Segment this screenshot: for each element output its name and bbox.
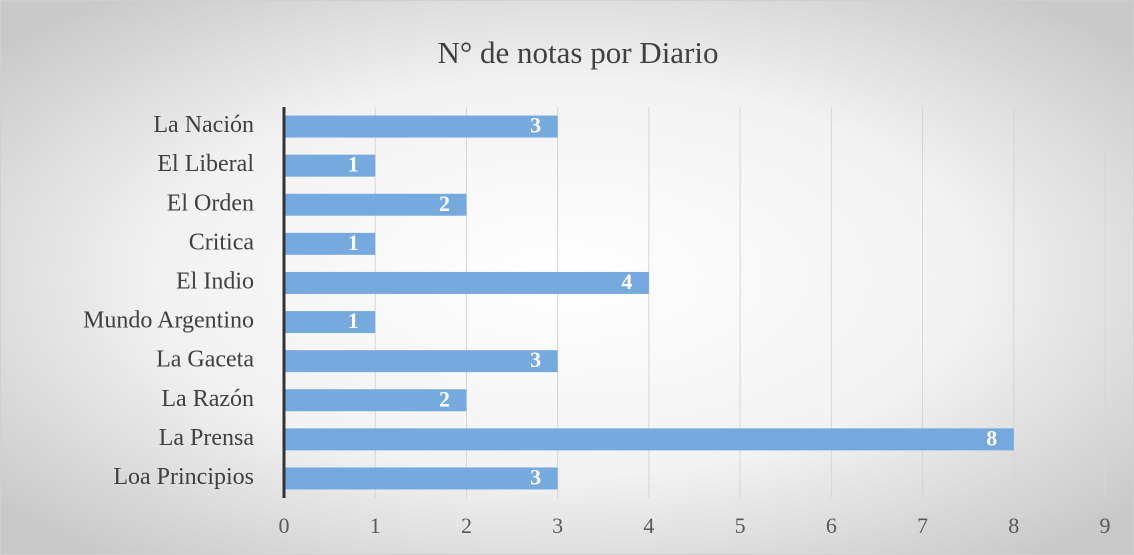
data-label: 1 [348, 152, 359, 177]
y-tick-label: El Orden [167, 190, 254, 216]
y-tick-label: El Liberal [157, 151, 254, 177]
bar [284, 154, 376, 177]
data-label: 1 [348, 308, 359, 333]
bar [284, 115, 558, 138]
y-tick-label: La Gaceta [156, 347, 254, 373]
bar [284, 389, 467, 412]
y-tick-label: El Indio [176, 268, 254, 294]
bar [284, 232, 376, 255]
x-tick-label: 2 [461, 513, 472, 538]
x-tick-label: 4 [643, 513, 654, 538]
data-label: 3 [530, 347, 541, 372]
y-tick-label: La Razón [161, 386, 254, 412]
y-tick-label: La Prensa [159, 425, 255, 451]
bar [284, 467, 558, 490]
y-tick-label: Mundo Argentino [83, 308, 254, 334]
y-tick-label: La Nación [153, 112, 254, 138]
y-tick-label: Loa Principios [113, 464, 254, 490]
bar [284, 350, 558, 373]
x-tick-label: 1 [370, 513, 381, 538]
data-label: 2 [439, 191, 450, 216]
bar [284, 311, 376, 334]
bar [284, 271, 649, 294]
x-tick-label: 9 [1100, 513, 1111, 538]
bar [284, 193, 467, 216]
data-label: 3 [530, 464, 541, 489]
data-label: 1 [348, 230, 359, 255]
x-tick-label: 7 [917, 513, 928, 538]
bar [284, 428, 1014, 451]
data-label: 2 [439, 386, 450, 411]
x-tick-label: 5 [735, 513, 746, 538]
chart-title: N° de notas por Diario [438, 35, 719, 70]
x-tick-label: 8 [1008, 513, 1019, 538]
x-tick-label: 6 [826, 513, 837, 538]
data-label: 8 [986, 425, 997, 450]
data-label: 4 [621, 269, 632, 294]
data-label: 3 [530, 113, 541, 138]
y-tick-label: Critica [189, 229, 255, 255]
x-tick-label: 0 [279, 513, 290, 538]
x-tick-label: 3 [552, 513, 563, 538]
